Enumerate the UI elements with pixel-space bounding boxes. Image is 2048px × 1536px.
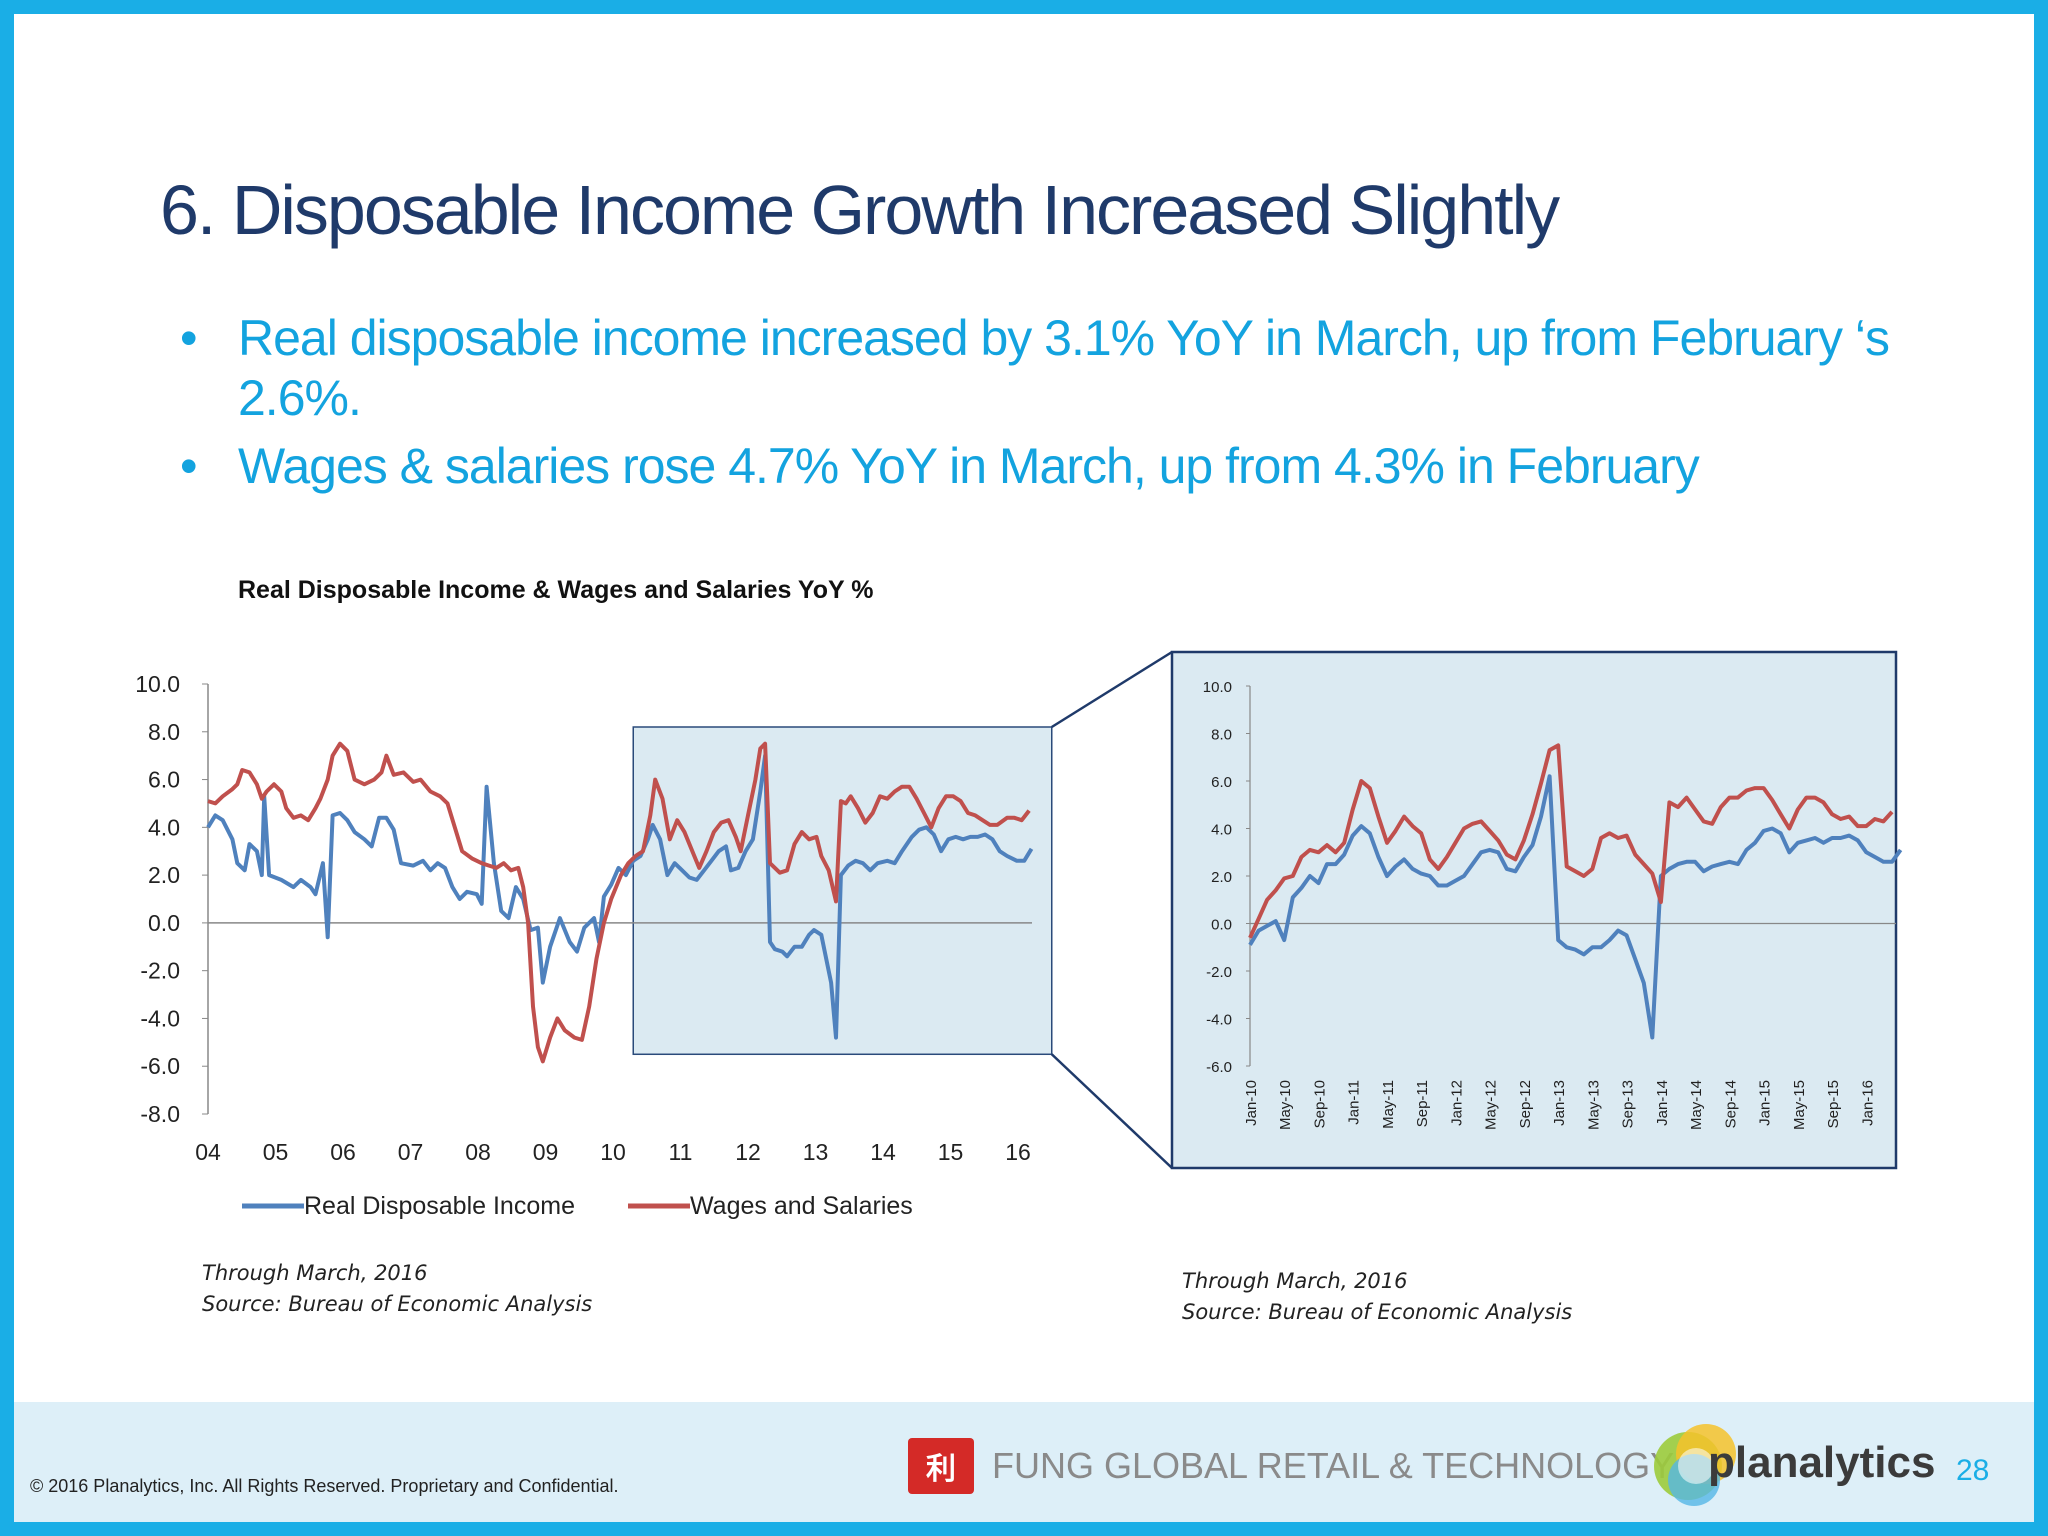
left-x-tick-label: 16 [1005,1139,1031,1165]
right-x-tick-label: Sep-15 [1825,1080,1842,1128]
right-x-tick-label: May-12 [1483,1080,1500,1130]
right-y-tick-label: 4.0 [1211,822,1232,839]
fung-brand-text: FUNG GLOBAL RETAIL & TECHNOLOGY [992,1445,1675,1486]
right-y-tick-label: 2.0 [1211,869,1232,886]
right-y-tick-label: -2.0 [1206,964,1232,981]
right-series-wages-line [1248,743,1894,939]
legend-rdi-label: Real Disposable Income [304,1192,575,1220]
right-y-tick-label: 6.0 [1211,774,1232,791]
left-y-tick-label: 10.0 [135,671,180,697]
left-x-tick-label: 04 [195,1139,221,1165]
right-y-tick-label: 10.0 [1203,679,1232,696]
right-x-tick-label: Sep-10 [1311,1080,1328,1128]
slide-title: 6. Disposable Income Growth Increased Sl… [160,171,1560,249]
bullet-item: • Wages & salaries rose 4.7% YoY in March… [180,436,1920,496]
bullet-text: Real disposable income increased by 3.1%… [238,310,1890,426]
fung-logo-icon: 利 [908,1438,974,1494]
left-y-tick-label: 8.0 [148,719,180,745]
legend-wages-label: Wages and Salaries [690,1192,913,1220]
right-x-tick-label: Jan-14 [1654,1080,1671,1126]
left-x-tick-label: 05 [263,1139,289,1165]
left-y-tick-label: 4.0 [148,814,180,840]
right-x-tick-label: May-13 [1585,1080,1602,1130]
right-y-tick-label: 8.0 [1211,727,1232,744]
bullet-dot-icon: • [180,310,197,366]
left-source-note: Through March, 2016 Source: Bureau of Ec… [202,1258,592,1320]
right-x-tick-label: Sep-14 [1722,1080,1739,1128]
right-source-note: Through March, 2016 Source: Bureau of Ec… [1182,1266,1572,1328]
right-y-tick-label: -6.0 [1206,1059,1232,1076]
left-y-tick-label: -6.0 [140,1053,180,1079]
left-y-tick-label: -4.0 [140,1005,180,1031]
right-note-line1: Through March, 2016 [1182,1269,1408,1293]
zoom-connector-bottom [1050,1053,1173,1169]
right-y-tick-label: -4.0 [1206,1012,1232,1029]
right-x-tick-label: Jan-11 [1346,1080,1363,1125]
zoom-connector-top [1051,650,1173,729]
right-series-rdi-line [1248,774,1903,1040]
left-y-tick-label: 0.0 [148,910,180,936]
left-y-tick-label: 6.0 [148,767,180,793]
right-x-tick-label: Jan-15 [1757,1080,1774,1126]
left-x-tick-label: 11 [669,1139,693,1165]
chart-title: Real Disposable Income & Wages and Salar… [238,576,874,604]
planalytics-brand: planalytics [1644,1408,1935,1518]
left-series-wages-line [207,741,1031,1064]
left-note-line1: Through March, 2016 [202,1261,428,1285]
left-x-tick-label: 15 [938,1139,964,1165]
right-x-tick-label: Sep-12 [1517,1080,1534,1128]
left-x-tick-label: 06 [330,1139,356,1165]
fung-brand: 利 FUNG GLOBAL RETAIL & TECHNOLOGY [908,1438,1674,1494]
right-x-tick-label: May-11 [1380,1080,1397,1129]
bullet-dot-icon: • [180,438,197,494]
left-x-tick-label: 08 [465,1139,491,1165]
left-x-tick-label: 09 [533,1139,559,1165]
left-x-tick-label: 10 [600,1139,626,1165]
left-x-tick-label: 13 [803,1139,829,1165]
page-number: 28 [1956,1454,1990,1487]
left-zoom-box [632,726,1053,1056]
left-y-tick-label: 2.0 [148,862,180,888]
left-note-line2: Source: Bureau of Economic Analysis [202,1292,593,1316]
bullet-text: Wages & salaries rose 4.7% YoY in March,… [238,438,1700,494]
right-x-tick-label: Sep-11 [1414,1080,1431,1127]
left-y-tick-label: -8.0 [140,1101,180,1127]
right-x-tick-label: May-15 [1791,1080,1808,1130]
right-x-tick-label: Jan-12 [1448,1080,1465,1126]
planalytics-brand-text: planalytics [1708,1438,1936,1487]
left-y-tick-label: -2.0 [140,958,180,984]
right-x-tick-label: Jan-13 [1551,1080,1568,1126]
right-y-tick-label: 0.0 [1211,917,1232,934]
planalytics-logo-icon [1654,1424,1736,1506]
right-x-tick-label: May-10 [1277,1080,1294,1130]
right-x-tick-label: Jan-10 [1243,1080,1260,1126]
right-x-tick-label: Sep-13 [1620,1080,1637,1128]
bullet-list: • Real disposable income increased by 3.1… [180,308,1920,504]
right-note-line2: Source: Bureau of Economic Analysis [1182,1300,1573,1324]
left-series-rdi-line [206,753,1034,1040]
bullet-item: • Real disposable income increased by 3.1… [180,308,1920,428]
left-x-tick-label: 12 [735,1139,761,1165]
left-x-tick-label: 07 [398,1139,424,1165]
right-x-tick-label: May-14 [1688,1080,1705,1130]
right-chart-box [1170,650,1898,1170]
right-x-tick-label: Jan-16 [1859,1080,1876,1126]
copyright-text: © 2016 Planalytics, Inc. All Rights Rese… [30,1476,619,1496]
left-x-tick-label: 14 [870,1139,896,1165]
